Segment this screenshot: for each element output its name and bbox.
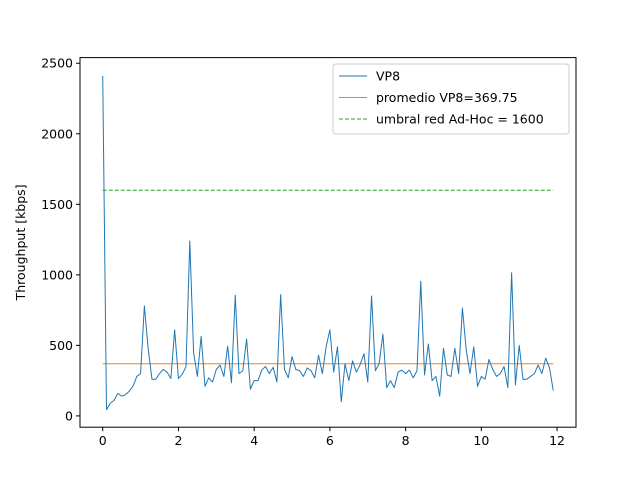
plot-frame: [79, 57, 577, 428]
y-tick-label: 1000: [41, 267, 73, 282]
y-tick-label: 2000: [41, 126, 73, 141]
x-tick-label: 10: [473, 433, 489, 448]
legend-label-2: umbral red Ad-Hoc = 1600: [376, 112, 544, 127]
legend-label-1: promedio VP8=369.75: [376, 90, 518, 105]
x-axis: 0 2 4 6 8 10 12: [99, 427, 565, 448]
x-tick-label: 8: [402, 433, 410, 448]
legend: VP8 promedio VP8=369.75 umbral red Ad-Hoc …: [332, 63, 570, 135]
y-tick-label: 500: [49, 338, 73, 353]
x-tick-label: 6: [326, 433, 334, 448]
legend-box: [332, 63, 570, 135]
series-line-0: [102, 75, 554, 411]
y-tick-label: 2500: [41, 56, 73, 71]
x-tick-label: 12: [549, 433, 565, 448]
legend-label-0: VP8: [376, 69, 400, 84]
y-axis: 0 500 1000 1500 2000 2500: [41, 56, 80, 423]
x-tick-label: 4: [250, 433, 258, 448]
x-tick-label: 2: [174, 433, 182, 448]
y-tick-label: 1500: [41, 197, 73, 212]
x-tick-label: 0: [99, 433, 107, 448]
series-layer: [102, 75, 554, 411]
y-axis-label: Throughput [kbps]: [13, 184, 28, 301]
y-tick-label: 0: [65, 408, 73, 423]
